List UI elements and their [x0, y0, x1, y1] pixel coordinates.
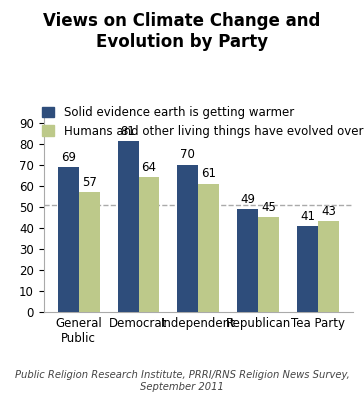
Bar: [177, 165, 198, 312]
Text: Views on Climate Change and
Evolution by Party: Views on Climate Change and Evolution by…: [43, 12, 321, 51]
Bar: [318, 222, 339, 312]
Text: Public Religion Research Institute, PRRI/RNS Religion News Survey,
September 201: Public Religion Research Institute, PRRI…: [15, 370, 349, 392]
Text: 41: 41: [300, 210, 315, 222]
Bar: [58, 167, 79, 312]
Bar: [237, 209, 258, 312]
Bar: [139, 177, 159, 312]
Bar: [258, 217, 279, 312]
Text: 69: 69: [61, 150, 76, 164]
Text: 57: 57: [82, 176, 96, 189]
Text: 43: 43: [321, 205, 336, 218]
Text: 61: 61: [201, 168, 216, 180]
Legend: Solid evidence earth is getting warmer, Humans and other living things have evol: Solid evidence earth is getting warmer, …: [42, 106, 364, 138]
Bar: [198, 184, 219, 312]
Text: 64: 64: [142, 161, 157, 174]
Text: 70: 70: [181, 148, 195, 162]
Bar: [297, 226, 318, 312]
Text: 81: 81: [120, 125, 135, 138]
Bar: [79, 192, 100, 312]
Text: 45: 45: [261, 201, 276, 214]
Text: 49: 49: [240, 193, 255, 206]
Bar: [118, 142, 139, 312]
